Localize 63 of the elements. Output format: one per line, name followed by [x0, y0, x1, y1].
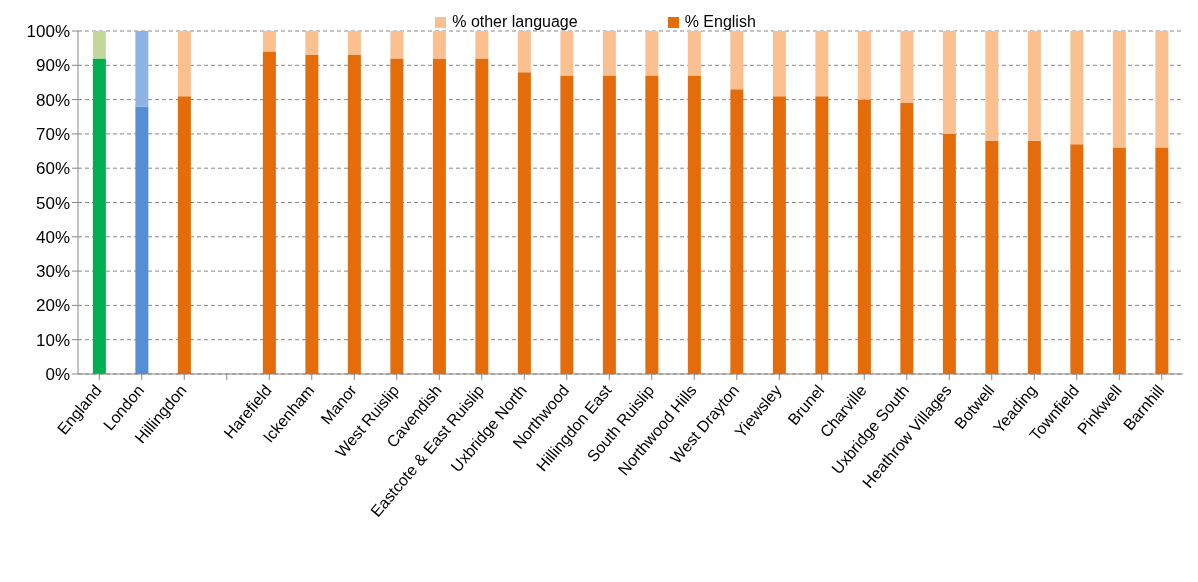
legend-label: % English	[683, 13, 756, 31]
bar	[857, 99, 871, 374]
bar	[305, 55, 319, 374]
bar	[645, 75, 659, 374]
bar	[92, 58, 106, 374]
y-tick-label: 10%	[35, 330, 70, 350]
bar	[475, 31, 489, 59]
bar	[432, 58, 446, 374]
y-tick-label: 60%	[35, 159, 70, 179]
bar	[815, 31, 829, 97]
y-tick-label: 80%	[35, 90, 70, 110]
y-tick-label: 0%	[45, 365, 70, 385]
bar	[815, 96, 829, 374]
bar	[1070, 31, 1084, 145]
bar	[1027, 140, 1041, 374]
bar	[1112, 147, 1126, 374]
y-tick-label: 50%	[35, 193, 70, 213]
bar	[645, 31, 659, 76]
y-tick-label: 70%	[35, 124, 70, 144]
bar	[1155, 31, 1169, 148]
bar	[432, 31, 446, 59]
bar	[730, 89, 744, 374]
bar	[985, 31, 999, 141]
bar	[347, 31, 361, 56]
y-tick-label: 40%	[35, 227, 70, 247]
bar	[262, 51, 276, 374]
bar	[985, 140, 999, 374]
bar	[177, 96, 191, 374]
bar	[857, 31, 871, 100]
legend-label: % other language	[451, 13, 578, 31]
bar	[1112, 31, 1126, 148]
bar	[135, 31, 149, 107]
bar	[560, 75, 574, 374]
bar	[602, 75, 616, 374]
bar	[942, 31, 956, 134]
bar	[475, 58, 489, 374]
bar	[177, 31, 191, 97]
y-tick-label: 20%	[35, 296, 70, 316]
bar	[687, 31, 701, 76]
bar	[900, 31, 914, 104]
bar	[517, 72, 531, 374]
bar	[900, 103, 914, 374]
bar	[730, 31, 744, 90]
bar	[560, 31, 574, 76]
bar	[347, 55, 361, 374]
bar	[135, 106, 149, 374]
bar	[92, 31, 106, 59]
bar	[390, 31, 404, 59]
bar	[687, 75, 701, 374]
bar	[602, 31, 616, 76]
bar	[517, 31, 531, 73]
y-tick-label: 100%	[26, 22, 70, 42]
bar	[1027, 31, 1041, 141]
y-tick-label: 90%	[35, 56, 70, 76]
bar	[390, 58, 404, 374]
bar	[942, 133, 956, 374]
bar	[772, 31, 786, 97]
bar	[1155, 147, 1169, 374]
bar	[772, 96, 786, 374]
bar	[1070, 144, 1084, 374]
bar	[305, 31, 319, 56]
y-tick-label: 30%	[35, 262, 70, 282]
bar	[262, 31, 276, 52]
